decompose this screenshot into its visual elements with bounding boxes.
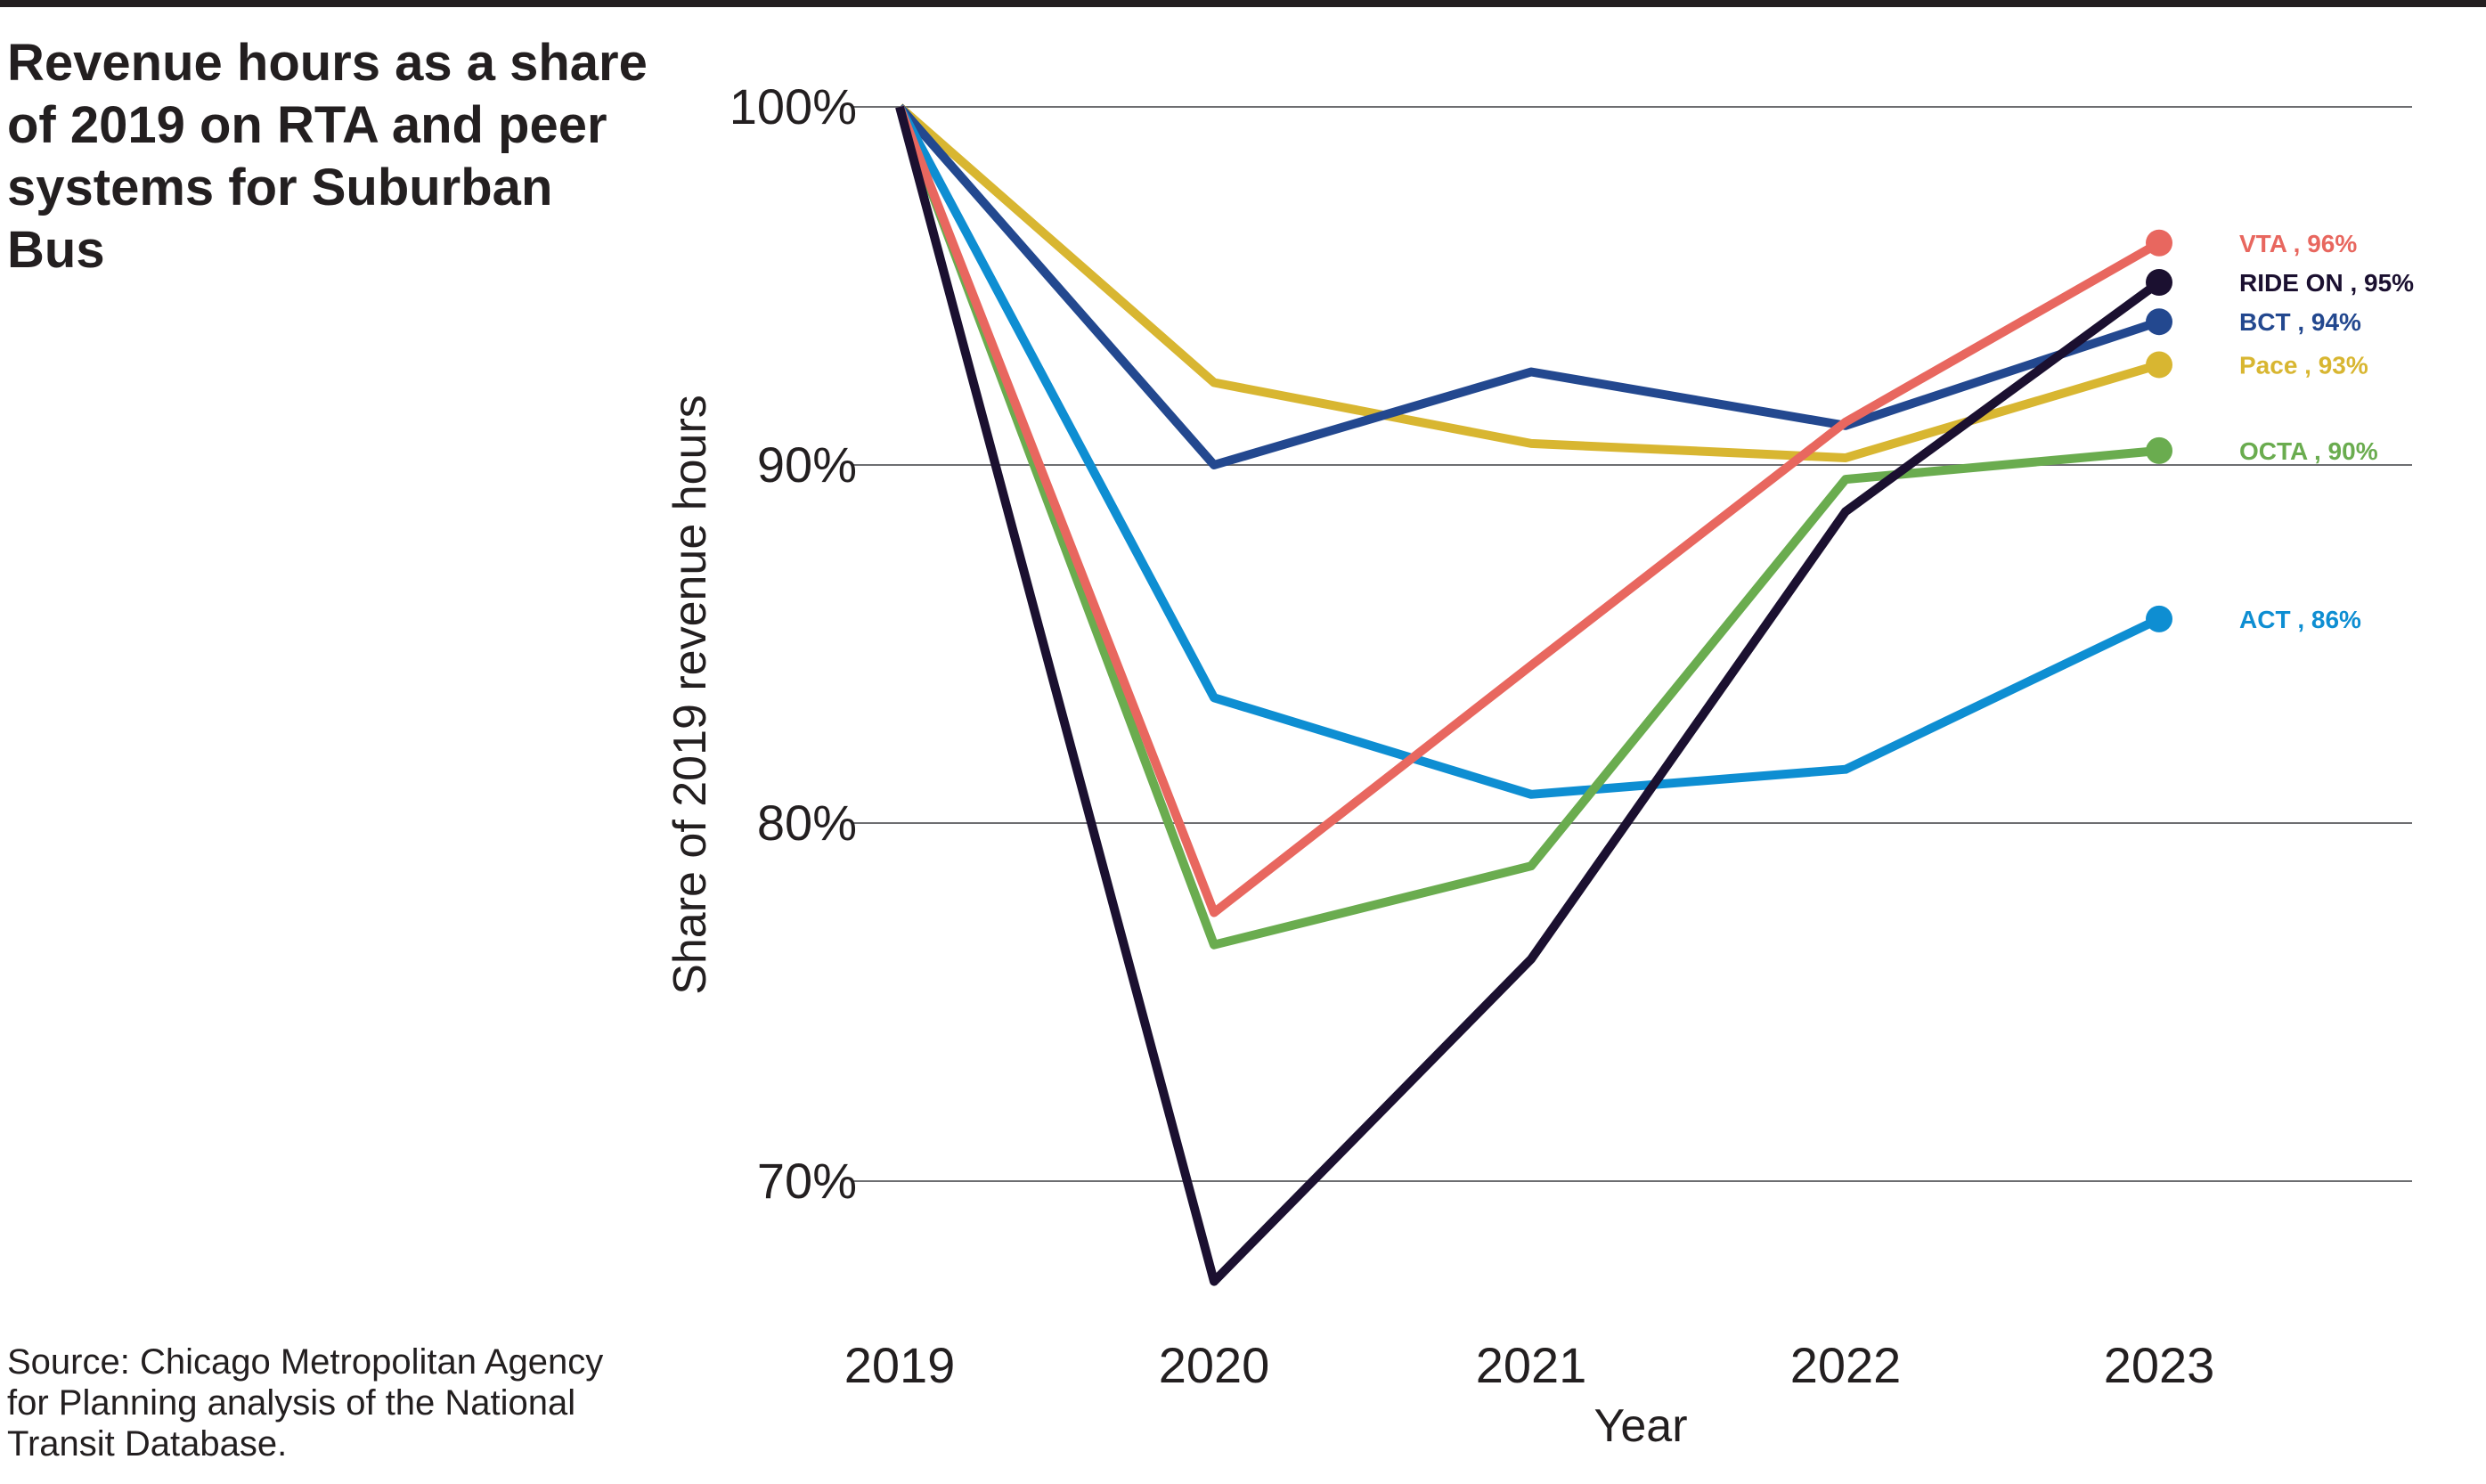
end-label-vta: VTA , 96%: [2239, 230, 2357, 257]
series-line-act: [895, 104, 2162, 799]
series-line-ride-on: [895, 105, 2162, 1286]
y-tick-label: 90%: [757, 436, 857, 493]
y-tick-label: 80%: [757, 795, 857, 851]
end-marker-ride-on: [2146, 268, 2172, 296]
end-label-pace: Pace , 93%: [2239, 351, 2368, 379]
end-marker-octa: [2146, 436, 2172, 464]
end-marker-bct: [2146, 308, 2172, 336]
chart-title: Revenue hours as a share of 2019 on RTA …: [7, 34, 648, 279]
end-marker-pace: [2146, 351, 2172, 379]
x-tick-label: 2020: [1159, 1337, 1270, 1393]
y-axis-title: Share of 2019 revenue hours: [664, 395, 716, 995]
end-label-act: ACT , 86%: [2239, 606, 2361, 633]
end-label-octa: OCTA , 90%: [2239, 437, 2378, 465]
x-tick-label: 2022: [1790, 1337, 1902, 1393]
end-label-bct: BCT , 94%: [2239, 308, 2361, 336]
series-line-bct: [896, 103, 2161, 469]
x-axis-title: Year: [1593, 1400, 1687, 1452]
y-tick-label: 70%: [757, 1153, 857, 1209]
series-line-vta: [895, 105, 2162, 917]
y-tick-label: 100%: [729, 78, 857, 135]
x-tick-label: 2023: [2104, 1337, 2215, 1393]
end-label-ride-on: RIDE ON , 95%: [2239, 269, 2414, 297]
x-tick-label: 2021: [1476, 1337, 1587, 1393]
end-marker-act: [2146, 605, 2172, 632]
end-marker-vta: [2146, 229, 2172, 257]
series-line-pace: [896, 103, 2161, 462]
x-tick-label: 2019: [844, 1337, 956, 1393]
top-rule: [0, 0, 2486, 7]
source-note: Source: Chicago Metropolitan Agency for …: [7, 1342, 604, 1464]
series-line-octa: [895, 105, 2160, 950]
